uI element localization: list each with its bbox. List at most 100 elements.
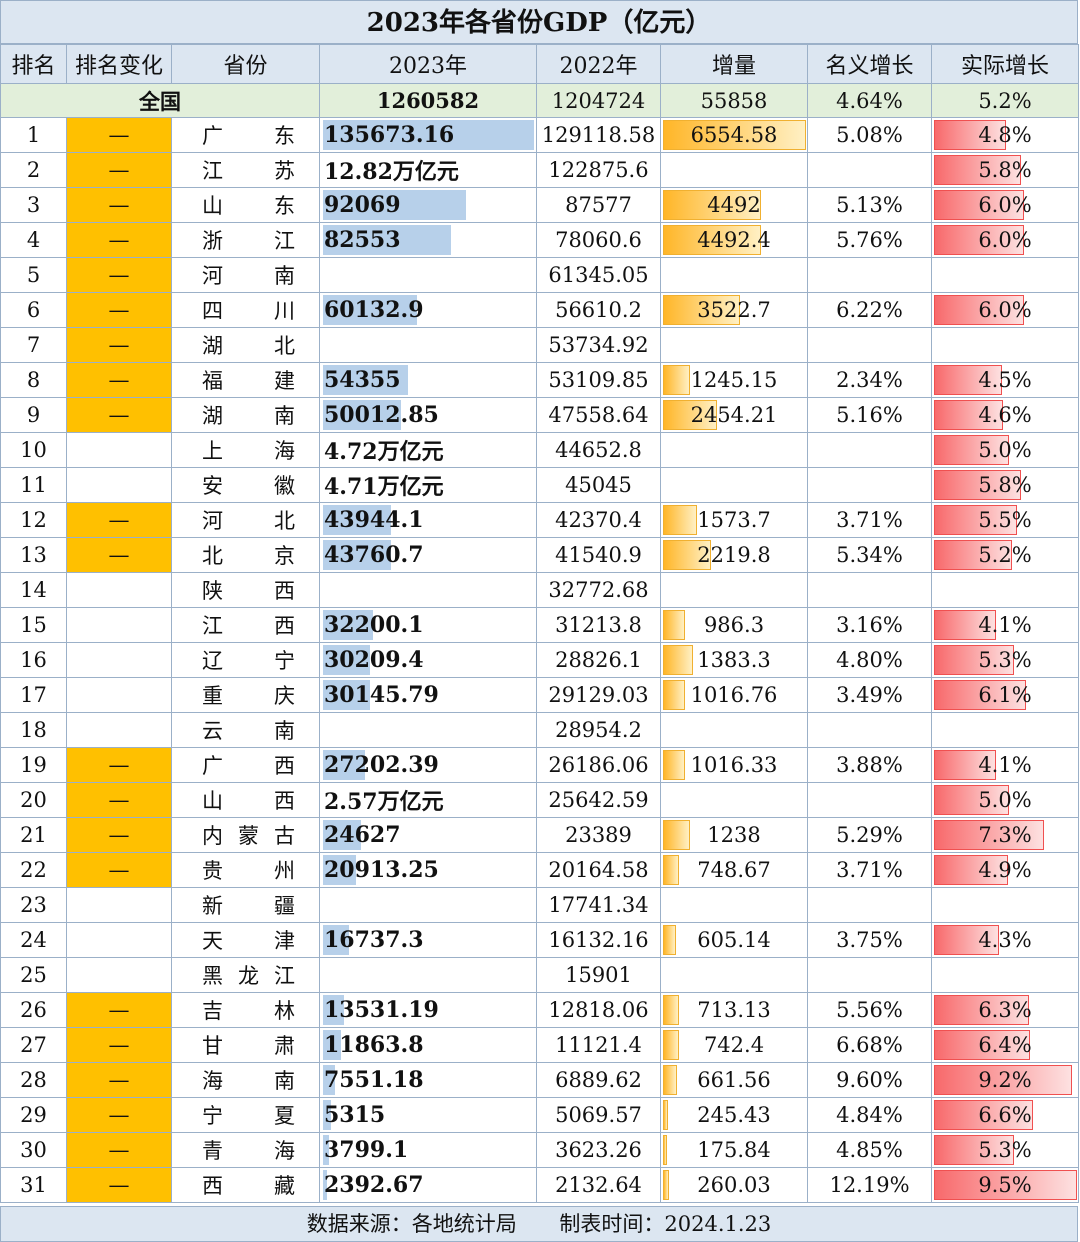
gdp-databar bbox=[323, 225, 452, 255]
real-growth-databar bbox=[934, 120, 1007, 150]
increase-databar bbox=[663, 1170, 669, 1200]
province-name: 山东 bbox=[202, 190, 295, 220]
province-cell: 四川 bbox=[171, 292, 320, 328]
gdp-2023-cell bbox=[319, 887, 537, 923]
gdp-databar bbox=[323, 995, 345, 1025]
rank-change-cell: — bbox=[66, 327, 172, 363]
province-name: 上海 bbox=[202, 435, 295, 465]
rank-change-cell: — bbox=[66, 1027, 172, 1063]
gdp-2022-cell: 122875.6 bbox=[536, 152, 661, 188]
province-char: 陕 bbox=[202, 579, 223, 603]
gdp-2022-cell: 32772.68 bbox=[536, 572, 661, 608]
rank-change-cell bbox=[66, 642, 172, 678]
province-char: 藏 bbox=[274, 1174, 295, 1198]
nominal-growth-cell: 5.16% bbox=[807, 397, 932, 433]
gdp-2023-cell: 82553 bbox=[319, 222, 537, 258]
increase-databar bbox=[663, 400, 717, 430]
real-growth-databar bbox=[934, 295, 1025, 325]
header-rank: 排名 bbox=[0, 44, 67, 84]
rank-cell: 1 bbox=[0, 117, 67, 153]
province-char: 山 bbox=[202, 194, 223, 218]
gdp-2023-cell: 32200.1 bbox=[319, 607, 537, 643]
province-cell: 黑龙江 bbox=[171, 957, 320, 993]
province-char: 贵 bbox=[202, 859, 223, 883]
header-nominal-growth: 名义增长 bbox=[807, 44, 932, 84]
rank-change-cell bbox=[66, 922, 172, 958]
gdp-2022-cell: 16132.16 bbox=[536, 922, 661, 958]
increase-value: 713.13 bbox=[697, 998, 771, 1022]
province-cell: 重庆 bbox=[171, 677, 320, 713]
real-growth-value: 5.0% bbox=[978, 788, 1032, 812]
increase-databar bbox=[663, 995, 679, 1025]
province-char: 西 bbox=[274, 789, 295, 813]
gdp-2023-value: 43944.1 bbox=[324, 507, 424, 533]
table-title: 2023年各省份GDP（亿元） bbox=[0, 0, 1078, 44]
increase-databar bbox=[663, 1030, 680, 1060]
province-char: 内 bbox=[202, 824, 223, 848]
gdp-2023-value: 13531.19 bbox=[324, 997, 439, 1023]
nominal-growth-cell bbox=[807, 712, 932, 748]
gdp-2023-value: 135673.16 bbox=[324, 122, 455, 148]
gdp-2023-value: 12.82万亿元 bbox=[324, 159, 459, 185]
province-name: 安徽 bbox=[202, 470, 295, 500]
nominal-growth-cell: 5.56% bbox=[807, 992, 932, 1028]
gdp-databar bbox=[323, 540, 392, 570]
gdp-2023-cell: 27202.39 bbox=[319, 747, 537, 783]
table-row: 22— 贵州 20913.25 20164.58 748.67 3.71% 4.9% bbox=[0, 852, 1079, 888]
province-cell: 海南 bbox=[171, 1062, 320, 1098]
gdp-2023-cell: 60132.9 bbox=[319, 292, 537, 328]
real-growth-cell: 4.3% bbox=[931, 922, 1079, 958]
real-growth-databar bbox=[934, 365, 1002, 395]
gdp-2022-cell: 25642.59 bbox=[536, 782, 661, 818]
gdp-2022-cell: 29129.03 bbox=[536, 677, 661, 713]
nominal-growth-cell: 9.60% bbox=[807, 1062, 932, 1098]
rank-change-cell: — bbox=[66, 747, 172, 783]
footer-source: 数据来源：各地统计局 bbox=[306, 1212, 517, 1236]
gdp-2023-value bbox=[321, 962, 325, 988]
rank-change-cell bbox=[66, 712, 172, 748]
real-growth-databar bbox=[934, 680, 1026, 710]
province-char: 夏 bbox=[274, 1104, 295, 1128]
gdp-2023-value bbox=[321, 892, 325, 918]
rank-cell: 11 bbox=[0, 467, 67, 503]
province-cell: 河北 bbox=[171, 502, 320, 538]
gdp-databar bbox=[323, 925, 350, 955]
increase-value: 4492.4 bbox=[697, 228, 771, 252]
gdp-2022-cell: 15901 bbox=[536, 957, 661, 993]
rank-cell: 8 bbox=[0, 362, 67, 398]
increase-value: 1245.15 bbox=[690, 368, 778, 392]
rank-change-cell: — bbox=[66, 1167, 172, 1203]
gdp-2023-value: 50012.85 bbox=[324, 402, 439, 428]
real-growth-databar bbox=[934, 1135, 1014, 1165]
increase-cell: 1245.15 bbox=[660, 362, 808, 398]
table-row: 28— 海南 7551.18 6889.62 661.56 9.60% 9.2% bbox=[0, 1062, 1079, 1098]
increase-value: 1383.3 bbox=[697, 648, 771, 672]
gdp-databar bbox=[323, 365, 408, 395]
rank-cell: 3 bbox=[0, 187, 67, 223]
real-growth-cell bbox=[931, 712, 1079, 748]
increase-cell: 748.67 bbox=[660, 852, 808, 888]
province-char: 湖 bbox=[202, 404, 223, 428]
rank-cell: 16 bbox=[0, 642, 67, 678]
province-char: 林 bbox=[274, 999, 295, 1023]
increase-value: 742.4 bbox=[703, 1033, 765, 1057]
province-char: 海 bbox=[274, 1139, 295, 1163]
table-row: 12— 河北 43944.1 42370.4 1573.7 3.71% 5.5% bbox=[0, 502, 1079, 538]
gdp-2023-cell: 2.57万亿元 bbox=[319, 782, 537, 818]
real-growth-cell: 5.3% bbox=[931, 642, 1079, 678]
province-char: 州 bbox=[274, 859, 295, 883]
increase-databar bbox=[663, 505, 698, 535]
province-char: 江 bbox=[202, 159, 223, 183]
nominal-growth-cell: 5.29% bbox=[807, 817, 932, 853]
gdp-databar bbox=[323, 1100, 332, 1130]
gdp-2022-cell: 42370.4 bbox=[536, 502, 661, 538]
table-row: 27— 甘肃 11863.8 11121.4 742.4 6.68% 6.4% bbox=[0, 1027, 1079, 1063]
real-growth-databar bbox=[934, 925, 999, 955]
province-char: 苏 bbox=[274, 159, 295, 183]
real-growth-databar bbox=[934, 610, 996, 640]
province-cell: 福建 bbox=[171, 362, 320, 398]
province-char: 西 bbox=[274, 614, 295, 638]
increase-cell: 2219.8 bbox=[660, 537, 808, 573]
increase-value: 661.56 bbox=[697, 1068, 771, 1092]
increase-cell bbox=[660, 432, 808, 468]
